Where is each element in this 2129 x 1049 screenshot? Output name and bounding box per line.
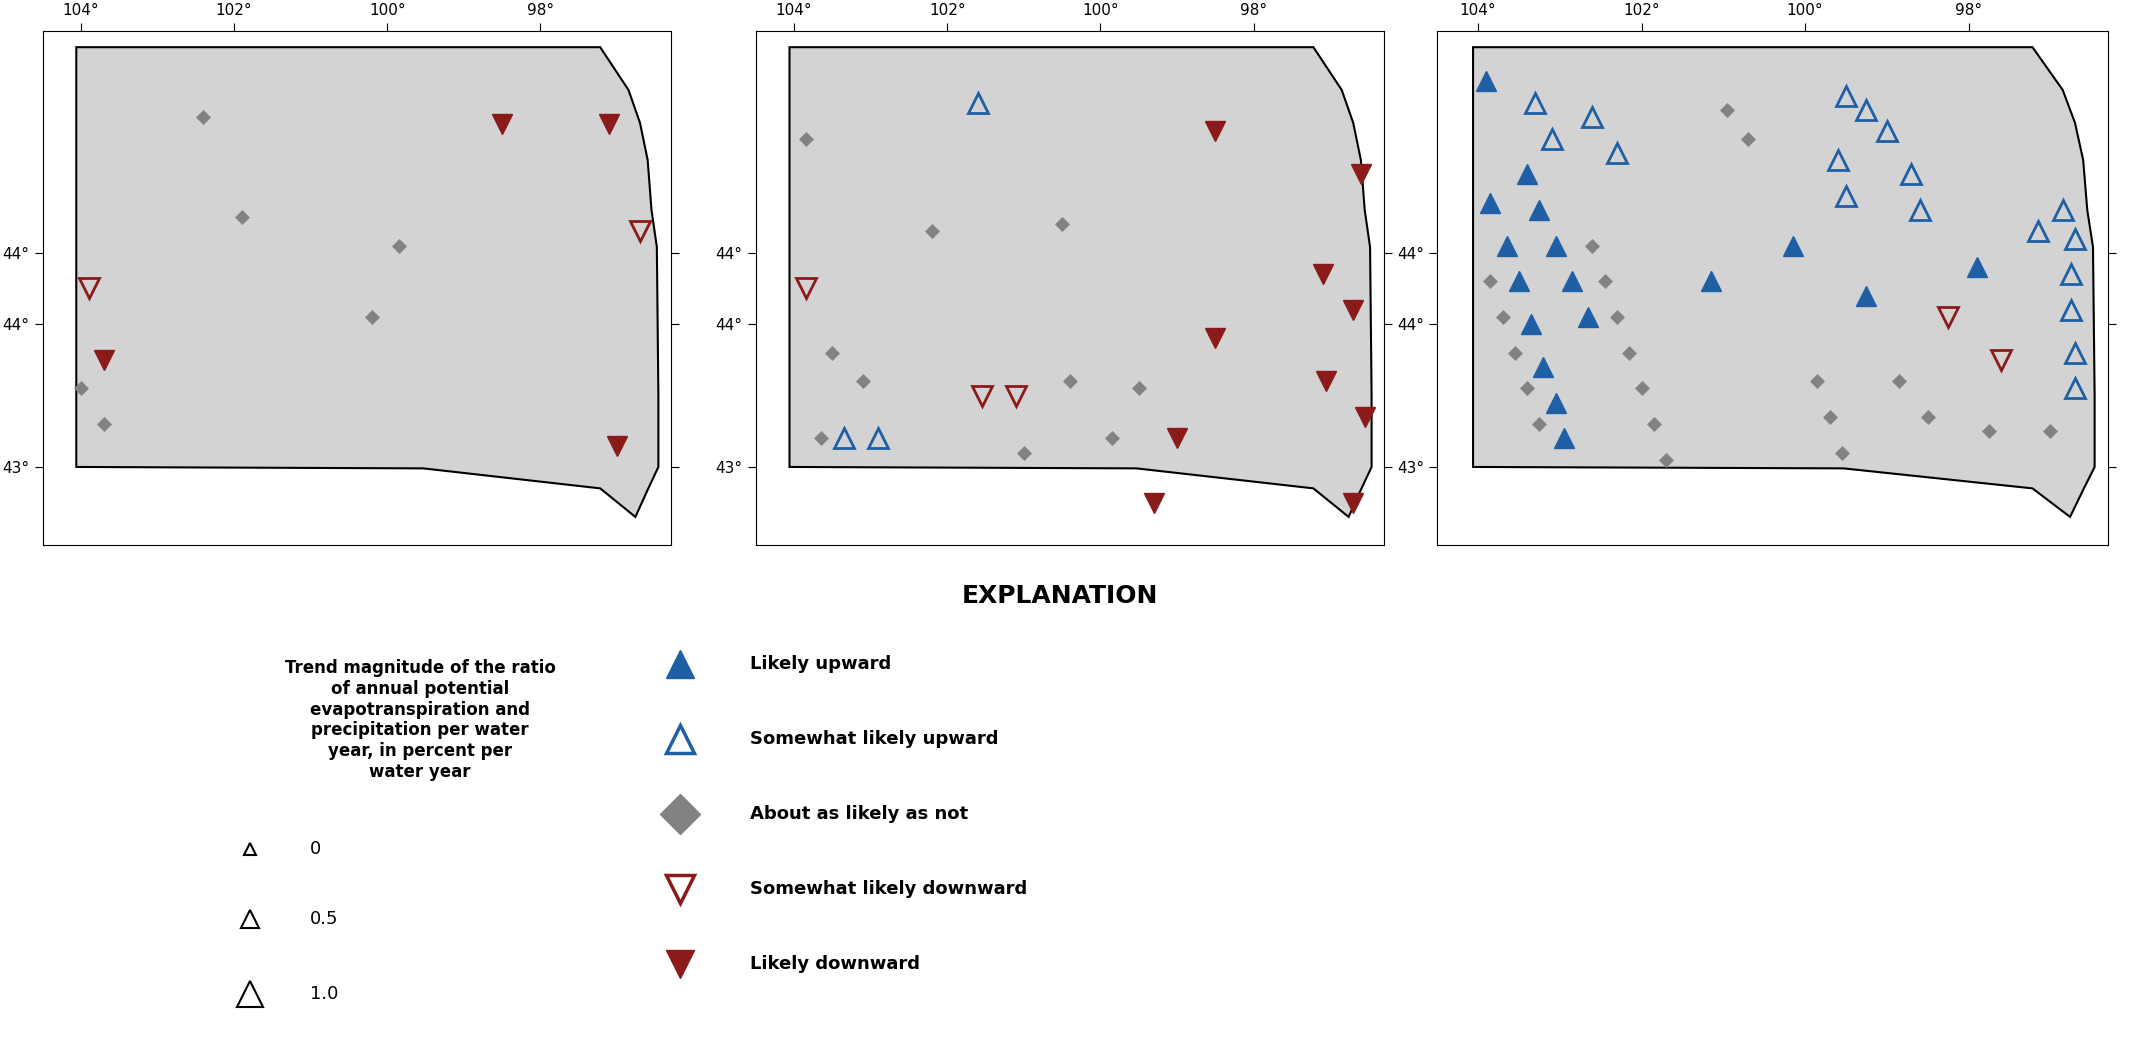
Text: Somewhat likely upward: Somewhat likely upward [749,730,999,748]
Text: Likely downward: Likely downward [749,955,920,973]
Text: 0.5: 0.5 [311,909,339,928]
Text: Trend magnitude of the ratio
of annual potential
evapotranspiration and
precipit: Trend magnitude of the ratio of annual p… [285,659,556,780]
Text: Likely upward: Likely upward [749,655,892,673]
Text: About as likely as not: About as likely as not [749,805,969,823]
Text: Somewhat likely downward: Somewhat likely downward [749,880,1028,898]
Polygon shape [790,47,1371,517]
Polygon shape [1473,47,2095,517]
Text: EXPLANATION: EXPLANATION [962,584,1158,608]
Text: 1.0: 1.0 [311,985,339,1003]
Text: 0: 0 [311,840,321,858]
Polygon shape [77,47,658,517]
